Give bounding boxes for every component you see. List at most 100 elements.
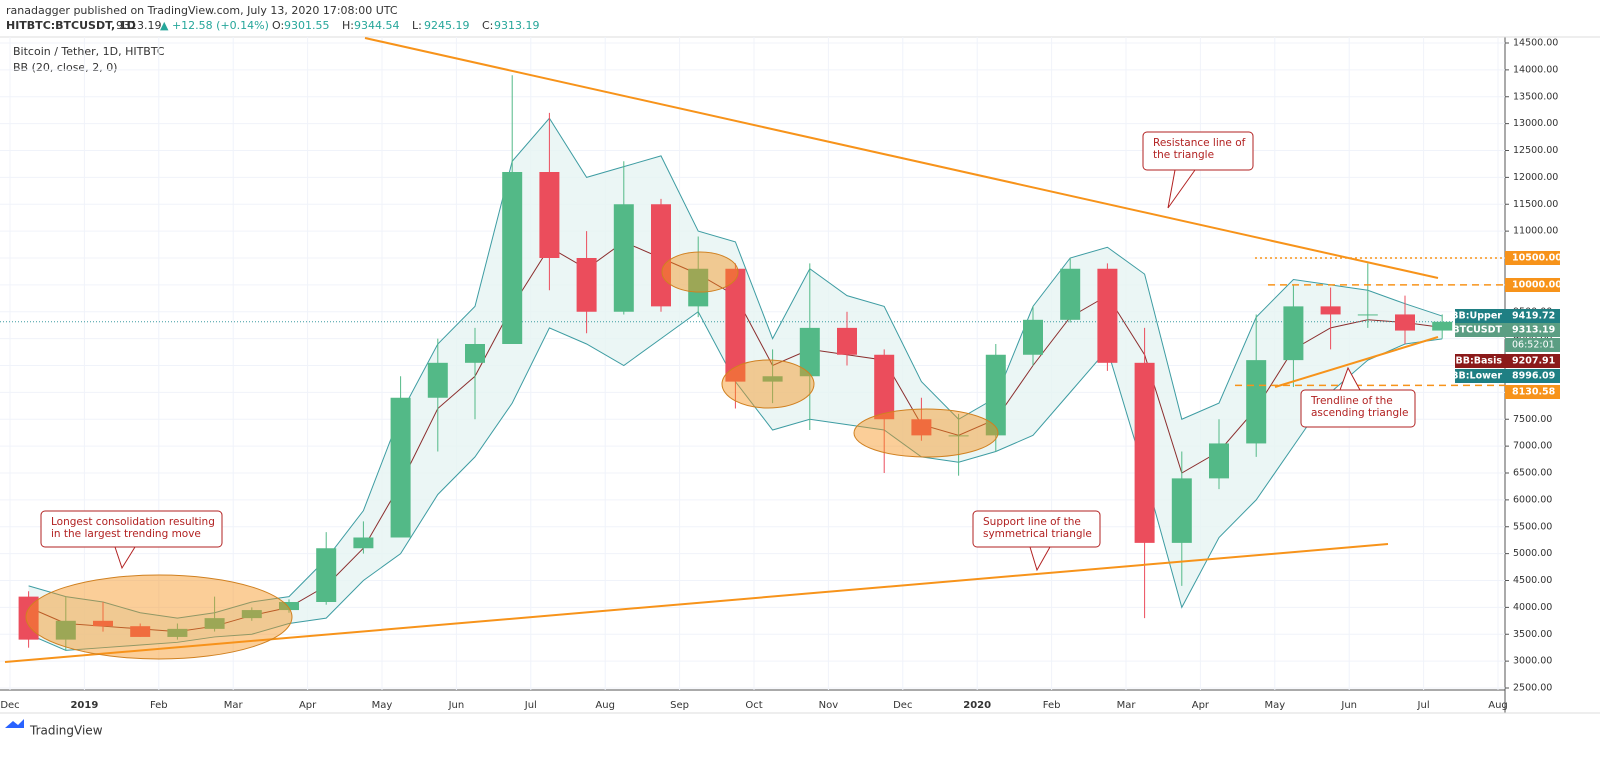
price-badge: [1505, 309, 1560, 323]
candle-body: [353, 537, 374, 549]
countdown: 06:52:01: [1512, 340, 1555, 351]
x-tick-label: May: [1264, 700, 1285, 711]
candle-body: [1023, 319, 1043, 355]
ohlc-label: C:: [482, 19, 493, 32]
highlight-ellipse: [25, 574, 293, 660]
x-tick-label: Dec: [0, 700, 19, 711]
callout-text: in the largest trending move: [51, 528, 201, 540]
x-tick-label: Dec: [893, 700, 912, 711]
ohlc-value: 9245.19: [424, 19, 470, 32]
y-tick-label: 13500.00: [1513, 91, 1558, 102]
price-badge-value: 8130.58: [1512, 387, 1556, 398]
price-badge-value: 8996.09: [1512, 371, 1555, 382]
ohlc-value: 9313.19: [494, 19, 540, 32]
candle-body: [1246, 360, 1267, 444]
logo: [5, 719, 24, 728]
candle-body: [762, 376, 783, 382]
ohlc-label: O:: [272, 19, 284, 32]
candle-body: [316, 548, 337, 602]
y-tick-label: 2500.00: [1513, 683, 1552, 694]
candle-body: [465, 344, 485, 363]
x-tick-label: Jun: [1340, 700, 1357, 711]
candle-body: [1134, 362, 1155, 543]
last-price: 9313.19: [116, 19, 162, 32]
ohlc-value: 9301.55: [284, 19, 330, 32]
candle-body: [130, 626, 151, 637]
callout-pointer: [1029, 546, 1051, 572]
bb-fill: [28, 118, 1443, 651]
highlight-ellipse: [721, 359, 815, 409]
callout-box: [972, 510, 1101, 548]
x-tick-label: Jul: [1417, 700, 1430, 711]
callout-text: Trendline of the: [1310, 395, 1393, 407]
price-badge-value: 9419.72: [1512, 311, 1555, 322]
candle-body: [725, 268, 746, 382]
x-tick-label: Aug: [1488, 700, 1508, 711]
publisher: ranadagger published on TradingView.com,…: [6, 4, 398, 17]
y-tick-label: 3500.00: [1513, 629, 1552, 640]
callout-pointer: [1339, 366, 1361, 391]
y-tick-label: 4000.00: [1513, 602, 1552, 613]
ascending-line: [1274, 336, 1439, 388]
y-tick-label: 12000.00: [1513, 172, 1558, 183]
callout-box: [40, 510, 223, 548]
ohlc-label: L:: [412, 19, 422, 32]
chart-title: Bitcoin / Tether, 1D, HITBTC: [13, 45, 165, 58]
candle-body: [241, 610, 262, 619]
candle-body: [1395, 314, 1415, 331]
x-tick-label: Jun: [448, 700, 465, 711]
ohlc-value: 9344.54: [354, 19, 400, 32]
candle-body: [651, 204, 671, 307]
price-badge-name-bg: [1455, 309, 1505, 323]
support-line: [4, 543, 1389, 663]
y-tick-label: 6500.00: [1513, 468, 1552, 479]
y-tick-label: 14500.00: [1513, 38, 1558, 49]
callout-text: Longest consolidation resulting: [51, 516, 215, 528]
candle-body: [93, 620, 113, 627]
countdown-bg: [1505, 338, 1560, 352]
callout-text: Support line of the: [983, 516, 1081, 528]
callout-text: Resistance line of: [1153, 137, 1246, 149]
x-tick-label: Sep: [670, 700, 689, 711]
candle-body: [55, 620, 76, 640]
price-badge-name-bg: [1455, 354, 1505, 368]
price-badge-name: BB:Upper: [1451, 311, 1502, 322]
x-tick-label: 2019: [70, 700, 98, 711]
symbol: HITBTC:BTCUSDT, 1D: [6, 19, 136, 32]
change: ▲ +12.58 (+0.14%): [160, 19, 269, 32]
callout-text: ascending triangle: [1311, 407, 1409, 419]
price-badge-name: BB:Basis: [1456, 356, 1503, 367]
y-tick-label: 7500.00: [1513, 414, 1552, 425]
resistance-line: [364, 37, 1439, 279]
candle-body: [874, 354, 895, 420]
highlight-ellipse: [661, 251, 739, 293]
callout-text: the triangle: [1153, 149, 1214, 161]
candle-body: [1209, 443, 1229, 479]
candle-body: [1283, 306, 1304, 361]
x-tick-label: Feb: [1043, 700, 1061, 711]
price-badge-name-bg: [1455, 369, 1505, 383]
x-tick-label: May: [372, 700, 393, 711]
candle-body: [18, 596, 39, 640]
price-badge-name-bg: [1455, 323, 1505, 337]
x-tick-label: Oct: [745, 700, 762, 711]
candle-body: [1097, 268, 1118, 363]
candle-body: [576, 258, 597, 312]
candle-body: [502, 172, 523, 344]
price-badge: [1505, 323, 1560, 337]
y-tick-label: 5500.00: [1513, 521, 1552, 532]
price-badge-value: 10500.00: [1512, 253, 1562, 264]
candle-body: [911, 419, 932, 436]
candle-body: [204, 618, 225, 629]
candle-body: [1320, 306, 1341, 315]
callout-box: [1300, 389, 1416, 428]
candle-body: [279, 602, 299, 611]
candle-body: [1357, 314, 1378, 316]
candle-body: [167, 628, 188, 637]
y-tick-label: 12500.00: [1513, 145, 1558, 156]
price-badge: [1505, 354, 1560, 368]
x-tick-label: Apr: [1192, 700, 1210, 711]
x-tick-label: Aug: [595, 700, 615, 711]
